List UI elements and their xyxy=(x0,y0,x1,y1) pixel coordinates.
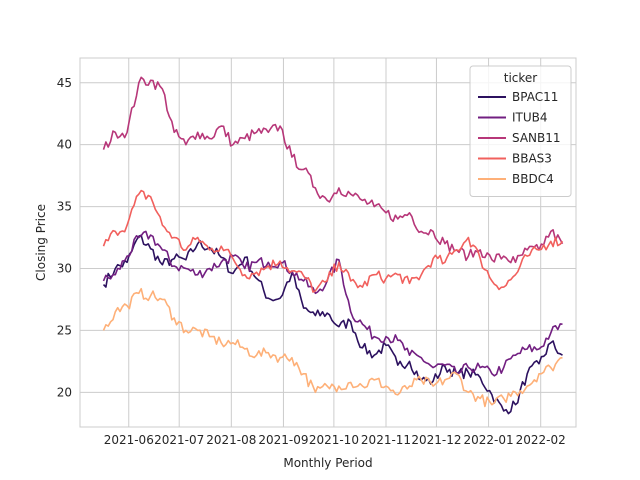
series-line-bbdc4 xyxy=(102,287,563,408)
y-tick-label: 35 xyxy=(57,200,72,214)
series-line-sanb11 xyxy=(102,76,564,264)
y-tick-label: 30 xyxy=(57,262,72,276)
legend-title: ticker xyxy=(504,71,538,85)
x-tick-label: 2021-09 xyxy=(258,433,308,447)
series-lines xyxy=(102,76,564,415)
x-axis-ticks: 2021-06 2021-07 2021-08 2021-09 2021-10 2021-… xyxy=(104,433,566,447)
y-axis-label: Closing Price xyxy=(34,204,48,281)
legend-entries: BPAC11 ITUB4 SANB11 BBAS3 BBDC4 xyxy=(478,90,561,186)
legend-label: SANB11 xyxy=(512,131,561,145)
legend-entry: BPAC11 xyxy=(478,90,558,104)
y-tick-label: 40 xyxy=(57,138,72,152)
x-tick-label: 2021-12 xyxy=(411,433,461,447)
x-axis-label: Monthly Period xyxy=(283,456,372,470)
legend-label: ITUB4 xyxy=(512,111,548,125)
y-tick-label: 25 xyxy=(57,323,72,337)
y-tick-label: 45 xyxy=(57,76,72,90)
x-tick-label: 2022-02 xyxy=(516,433,566,447)
x-tick-label: 2022-01 xyxy=(463,433,513,447)
legend: ticker BPAC11 ITUB4 SANB11 BBAS3 BBDC4 xyxy=(469,65,572,197)
legend-entry: SANB11 xyxy=(478,131,561,145)
y-axis-ticks: 20 25 30 35 40 45 xyxy=(57,76,72,400)
series-line-bpac11 xyxy=(102,234,563,415)
x-tick-label: 2021-07 xyxy=(154,433,204,447)
x-tick-label: 2021-06 xyxy=(104,433,154,447)
y-tick-label: 20 xyxy=(57,385,72,399)
series-line-itub4 xyxy=(102,230,563,377)
series-line-bbas3 xyxy=(102,189,564,293)
legend-entry: BBAS3 xyxy=(478,152,552,166)
x-tick-label: 2021-08 xyxy=(206,433,256,447)
legend-label: BBDC4 xyxy=(512,172,554,186)
x-tick-label: 2021-10 xyxy=(309,433,359,447)
legend-entry: BBDC4 xyxy=(478,172,554,186)
x-tick-label: 2021-11 xyxy=(361,433,411,447)
plot-area xyxy=(79,57,577,428)
legend-label: BBAS3 xyxy=(512,152,552,166)
legend-label: BPAC11 xyxy=(512,90,558,104)
legend-box xyxy=(469,65,572,197)
legend-entry: ITUB4 xyxy=(478,111,548,125)
